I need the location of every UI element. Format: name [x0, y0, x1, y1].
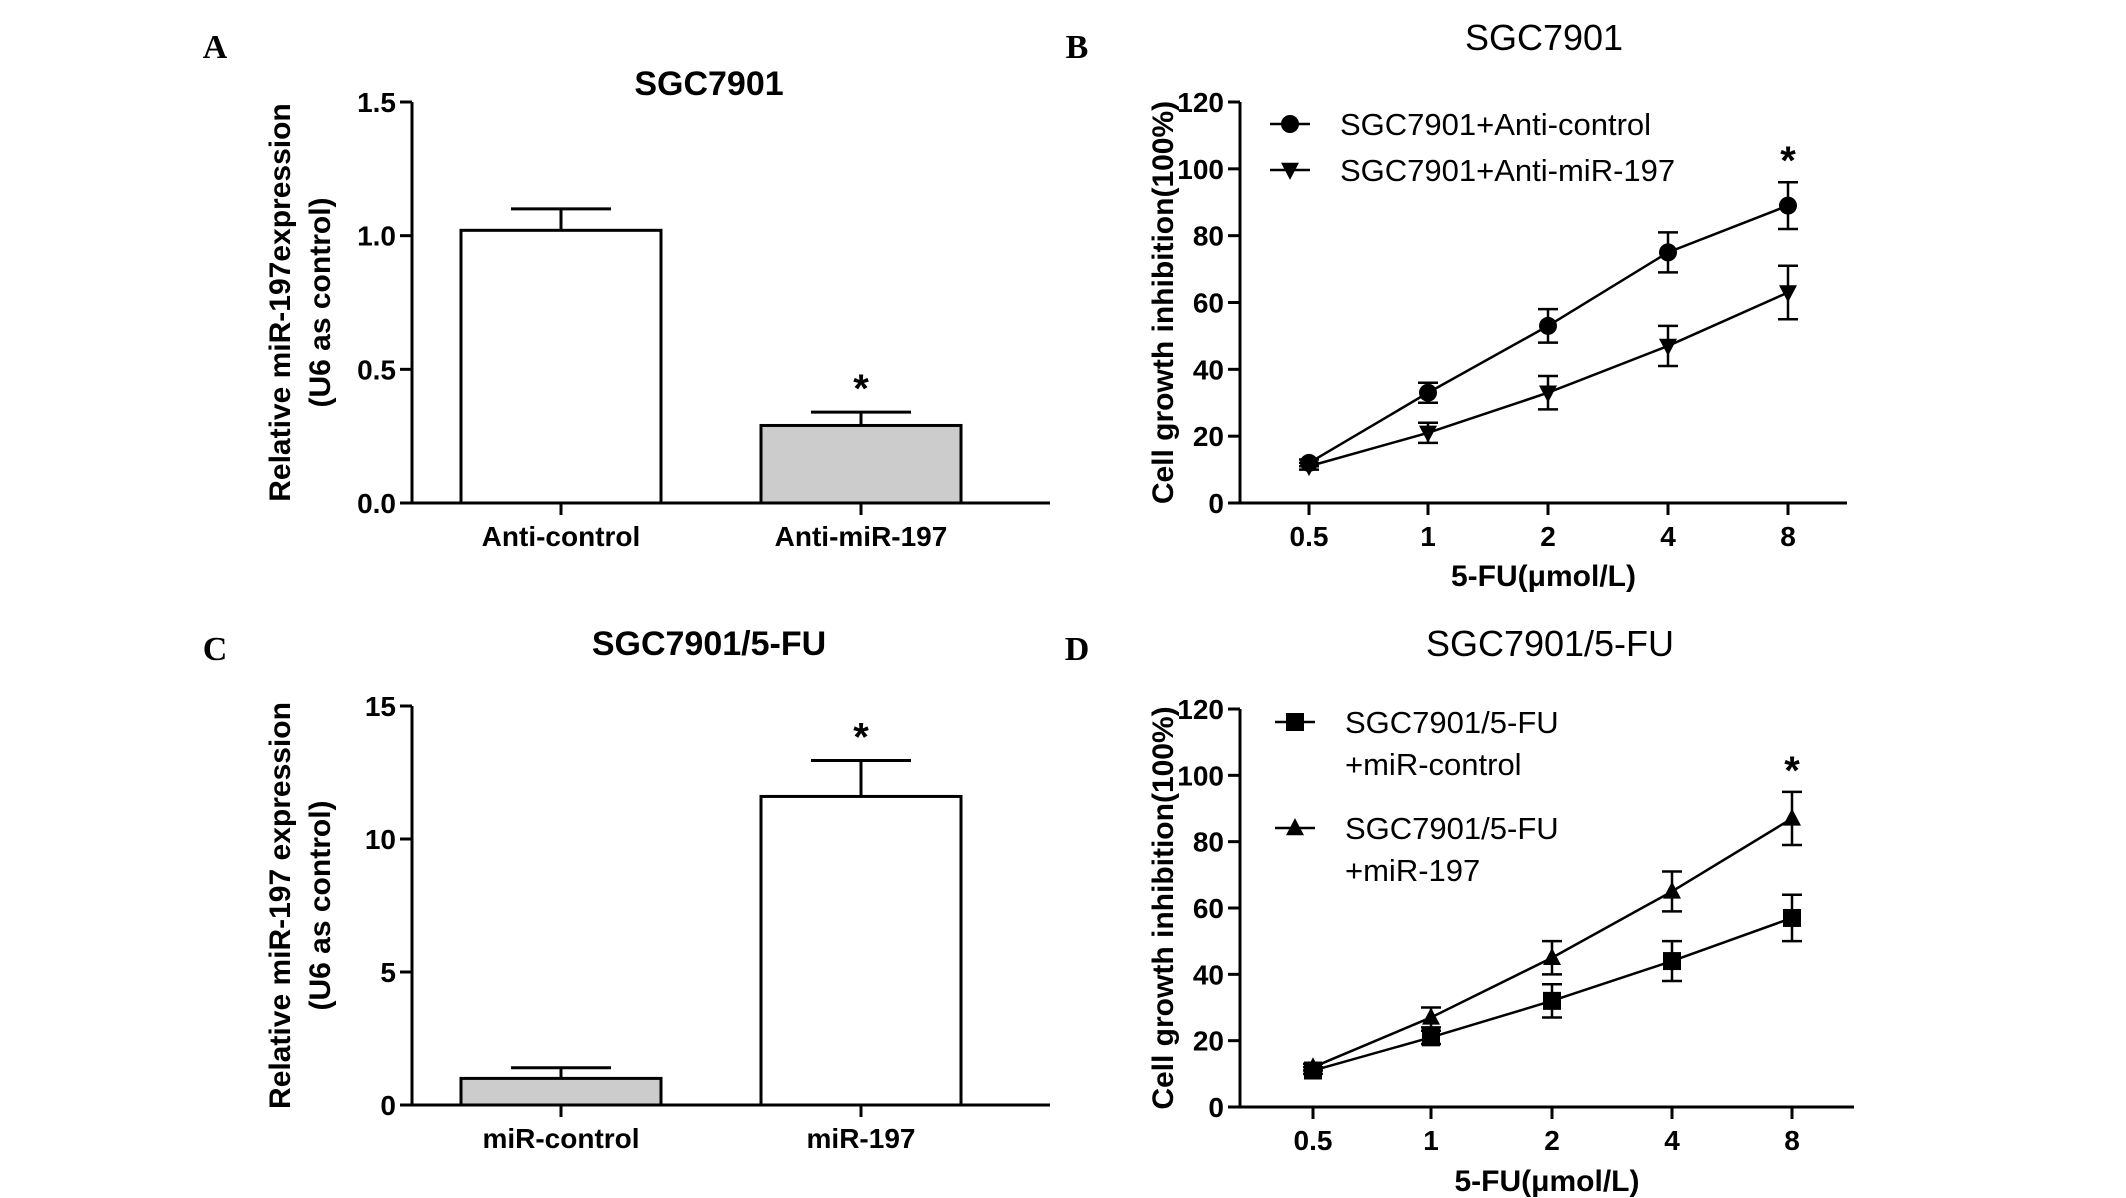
chart-title: SGC7901/5-FU	[592, 625, 826, 663]
x-tick-label: 0.5	[1290, 521, 1329, 552]
bar	[459, 228, 663, 505]
square-marker	[1663, 952, 1681, 971]
x-tick-label: 1	[1423, 1125, 1439, 1156]
y-tick-label: 0.5	[357, 354, 396, 385]
x-axis-label: 5-FU(μmol/L)	[1451, 560, 1636, 593]
y-tick-label: 5	[380, 957, 396, 988]
x-tick-label: Anti-miR-197	[775, 521, 948, 552]
triangle-up-marker	[1304, 1057, 1322, 1075]
y-tick-label: 40	[1193, 354, 1224, 385]
square-marker	[1286, 713, 1304, 731]
square-marker	[1783, 908, 1801, 927]
y-axis-label: Cell growth inhibition(100%)	[1147, 101, 1180, 504]
significance-marker: *	[1784, 749, 1800, 793]
circle-marker	[1659, 243, 1677, 262]
x-tick-label: 2	[1540, 521, 1556, 552]
triangle-down-marker	[1659, 338, 1677, 356]
significance-marker: *	[853, 367, 869, 411]
x-tick-label: 8	[1784, 1125, 1800, 1156]
y-tick-label: 120	[1177, 694, 1224, 725]
x-tick-label: 4	[1664, 1125, 1680, 1156]
y-tick-label: 100	[1177, 154, 1224, 185]
bar	[759, 794, 963, 1107]
y-axis-label: (U6 as control)	[304, 197, 337, 407]
y-axis-label: Relative miR-197 expression	[264, 702, 297, 1109]
x-tick-label: 1	[1420, 521, 1436, 552]
bar	[759, 423, 963, 505]
y-tick-label: 20	[1193, 1026, 1224, 1057]
y-tick-label: 0	[1208, 488, 1224, 519]
y-tick-label: 1.5	[357, 87, 396, 118]
significance-marker: *	[853, 716, 869, 760]
legend-label: SGC7901+Anti-control	[1340, 107, 1651, 142]
panel-letter: C	[203, 631, 228, 668]
triangle-up-marker	[1783, 808, 1801, 826]
chart-title: SGC7901/5-FU	[1426, 623, 1674, 664]
panel-letter: B	[1066, 29, 1089, 66]
triangle-up-marker	[1422, 1007, 1440, 1025]
significance-marker: *	[1780, 139, 1796, 183]
legend-label: SGC7901/5-FU	[1345, 705, 1559, 740]
y-axis-label: Relative miR-197expression	[264, 103, 297, 502]
triangle-up-marker	[1286, 818, 1304, 836]
y-tick-label: 60	[1193, 288, 1224, 319]
triangle-down-marker	[1300, 459, 1318, 477]
legend-label: SGC7901+Anti-miR-197	[1340, 153, 1675, 188]
panel-c: C SGC7901/5-FU 0 5 10 15 Relative miR-197 expr…	[203, 625, 1050, 1154]
panel-letter: D	[1065, 631, 1090, 668]
x-tick-label: 8	[1780, 521, 1796, 552]
y-tick-label: 0.0	[357, 488, 396, 519]
x-axis-label: 5-FU(μmol/L)	[1455, 1165, 1640, 1198]
circle-marker	[1419, 383, 1437, 402]
y-tick-label: 15	[365, 691, 396, 722]
circle-marker	[1281, 115, 1299, 133]
y-tick-label: 80	[1193, 221, 1224, 252]
y-tick-label: 120	[1177, 87, 1224, 118]
triangle-down-marker	[1779, 285, 1797, 303]
y-tick-label: 0	[1208, 1092, 1224, 1123]
circle-marker	[1779, 196, 1797, 215]
legend-label: +miR-197	[1345, 853, 1480, 888]
panel-letter: A	[203, 29, 228, 66]
x-tick-label: 4	[1660, 521, 1676, 552]
triangle-down-marker	[1419, 425, 1437, 443]
panel-a: A SGC7901 0.0 0.5 1.0 1.5 Relative miR-197expr…	[203, 29, 1050, 552]
y-axis-label: Cell growth inhibition(100%)	[1147, 706, 1180, 1109]
legend-label: +miR-control	[1345, 747, 1522, 782]
y-tick-label: 1.0	[357, 221, 396, 252]
x-tick-label: miR-197	[807, 1123, 916, 1154]
y-tick-label: 60	[1193, 893, 1224, 924]
square-marker	[1543, 991, 1561, 1010]
y-tick-label: 10	[365, 824, 396, 855]
y-tick-label: 0	[380, 1090, 396, 1121]
x-tick-label: miR-control	[482, 1123, 639, 1154]
chart-title: SGC7901	[634, 65, 783, 103]
chart-title: SGC7901	[1465, 17, 1623, 58]
y-tick-label: 100	[1177, 760, 1224, 791]
y-tick-label: 40	[1193, 959, 1224, 990]
y-tick-label: 80	[1193, 827, 1224, 858]
x-tick-label: Anti-control	[482, 521, 641, 552]
square-marker	[1422, 1028, 1440, 1047]
triangle-down-marker	[1539, 385, 1557, 403]
triangle-down-marker	[1281, 162, 1299, 180]
triangle-up-marker	[1663, 881, 1681, 899]
y-tick-label: 20	[1193, 421, 1224, 452]
y-axis-label: (U6 as control)	[304, 800, 337, 1010]
x-tick-label: 0.5	[1294, 1125, 1333, 1156]
legend-label: SGC7901/5-FU	[1345, 811, 1559, 846]
x-tick-label: 2	[1544, 1125, 1560, 1156]
bar	[459, 1076, 663, 1107]
triangle-up-marker	[1543, 947, 1561, 965]
circle-marker	[1539, 316, 1557, 335]
